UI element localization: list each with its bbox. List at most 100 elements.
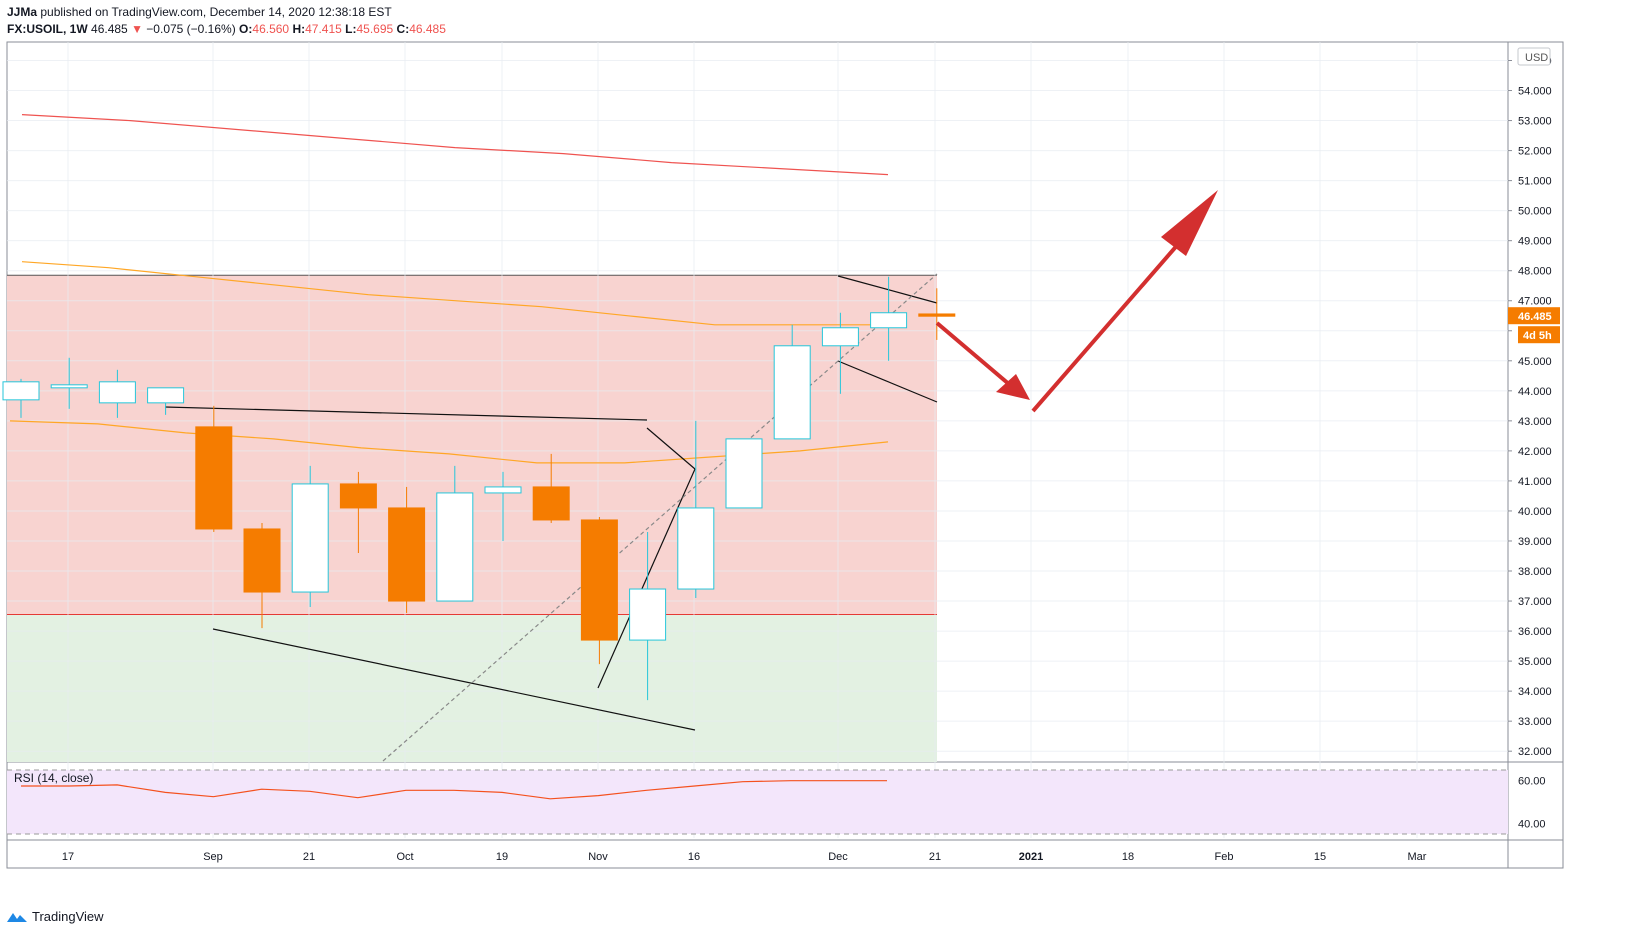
time-tick-label: 21 bbox=[303, 851, 315, 863]
candle[interactable] bbox=[339, 471, 377, 553]
price-tick-label: 40.000 bbox=[1518, 506, 1552, 518]
publisher-name[interactable]: JJMa bbox=[7, 5, 38, 19]
candle[interactable] bbox=[725, 438, 763, 509]
close-label: C: bbox=[396, 22, 410, 36]
candle[interactable] bbox=[821, 312, 859, 394]
trendline-top[interactable] bbox=[164, 406, 648, 421]
time-tick-label: 17 bbox=[62, 851, 74, 863]
last-price-badge: 46.485 4d 5h bbox=[1508, 307, 1560, 344]
high-label: H: bbox=[292, 22, 306, 36]
candle-body bbox=[50, 384, 88, 389]
price-tick-label: 35.000 bbox=[1518, 656, 1552, 668]
candle[interactable] bbox=[918, 288, 956, 340]
price-tick-label: 53.000 bbox=[1518, 116, 1552, 128]
candle-body bbox=[98, 381, 136, 404]
candle-body bbox=[243, 528, 281, 593]
price-tick-label: 44.000 bbox=[1518, 386, 1552, 398]
trendline-wedge-a[interactable] bbox=[646, 427, 696, 470]
price-tick-label: 43.000 bbox=[1518, 416, 1552, 428]
price-tick-label: 41.000 bbox=[1518, 476, 1552, 488]
time-tick-label: Mar bbox=[1408, 851, 1427, 863]
candle[interactable] bbox=[677, 420, 715, 599]
candle-body bbox=[484, 486, 522, 494]
candle[interactable] bbox=[773, 324, 811, 440]
time-tick-label: 18 bbox=[1122, 851, 1134, 863]
arrow-down-head bbox=[996, 374, 1030, 400]
rsi-label[interactable]: RSI (14, close) bbox=[14, 771, 93, 785]
published-text: published on TradingView.com, December 1… bbox=[40, 5, 392, 19]
last-price: 46.485 bbox=[91, 22, 128, 36]
candle[interactable] bbox=[870, 276, 908, 361]
currency-label: USD bbox=[1525, 52, 1548, 64]
low-label: L: bbox=[345, 22, 357, 36]
price-tick-label: 38.000 bbox=[1518, 566, 1552, 578]
candle[interactable] bbox=[484, 471, 522, 541]
price-tick-label: 32.000 bbox=[1518, 746, 1552, 758]
currency-badge[interactable]: USD bbox=[1517, 47, 1551, 66]
high-value: 47.415 bbox=[305, 22, 342, 36]
candle[interactable] bbox=[388, 486, 426, 614]
trendline-bottom[interactable] bbox=[212, 628, 696, 731]
time-tick-label: 15 bbox=[1314, 851, 1326, 863]
candle-body bbox=[339, 483, 377, 509]
candle-body bbox=[821, 327, 859, 347]
candle[interactable] bbox=[436, 465, 474, 602]
close-value: 46.485 bbox=[409, 22, 446, 36]
price-tick-label: 37.000 bbox=[1518, 596, 1552, 608]
countdown-box bbox=[1518, 326, 1560, 344]
symbol-line: FX:USOIL, 1W 46.485 ▼ −0.075 (−0.16%) O:… bbox=[7, 21, 446, 38]
price-tick-label: 51.000 bbox=[1518, 176, 1552, 188]
projection-arrows bbox=[935, 190, 1218, 413]
trendline-wedge-b[interactable] bbox=[597, 468, 696, 689]
time-tick-label: 21 bbox=[929, 851, 941, 863]
time-tick-label: Oct bbox=[396, 851, 413, 863]
candle[interactable] bbox=[195, 405, 233, 532]
candle-body bbox=[580, 519, 618, 641]
channel-lower[interactable] bbox=[837, 360, 938, 403]
grid bbox=[7, 42, 1508, 838]
ma-red-line[interactable] bbox=[21, 114, 889, 176]
rsi-tick-label: 40.00 bbox=[1518, 818, 1546, 830]
price-tick-label: 36.000 bbox=[1518, 626, 1552, 638]
arrow-up-head bbox=[1161, 190, 1218, 256]
candle[interactable] bbox=[291, 465, 329, 608]
symbol-label[interactable]: FX:USOIL, 1W bbox=[7, 22, 88, 36]
channel-upper[interactable] bbox=[837, 275, 938, 304]
price-tick-label: 42.000 bbox=[1518, 446, 1552, 458]
candle[interactable] bbox=[580, 516, 618, 665]
price-tick-label: 54.000 bbox=[1518, 86, 1552, 98]
rsi-band bbox=[7, 770, 1508, 834]
time-tick-label: 16 bbox=[688, 851, 700, 863]
candle[interactable] bbox=[629, 531, 667, 701]
candle-body bbox=[532, 486, 570, 521]
support-zone bbox=[7, 614, 937, 762]
low-value: 45.695 bbox=[356, 22, 394, 36]
arrow-down-shaft[interactable] bbox=[935, 321, 1012, 387]
price-tick-label: 50.000 bbox=[1518, 206, 1552, 218]
candle[interactable] bbox=[98, 369, 136, 418]
candle[interactable] bbox=[243, 522, 281, 629]
price-axis: 32.000 33.000 34.000 35.000 36.000 37.000 38.0… bbox=[1508, 56, 1552, 758]
candle-body bbox=[195, 426, 233, 530]
countdown-text: 4d 5h bbox=[1523, 330, 1552, 342]
open-value: 46.560 bbox=[252, 22, 290, 36]
rsi-line[interactable] bbox=[21, 780, 887, 800]
brand-label[interactable]: TradingView bbox=[32, 909, 104, 924]
footer: TradingView bbox=[6, 909, 104, 924]
ma-orange-upper-line[interactable] bbox=[21, 261, 888, 326]
tradingview-logo-icon bbox=[7, 912, 27, 922]
price-tick-label: 45.000 bbox=[1518, 356, 1552, 368]
publish-line: JJMa published on TradingView.com, Decem… bbox=[7, 4, 446, 21]
candle-body bbox=[388, 507, 426, 602]
open-label: O: bbox=[239, 22, 253, 36]
candle[interactable] bbox=[2, 378, 40, 418]
dashed-trendline[interactable] bbox=[382, 273, 938, 762]
arrow-up-shaft[interactable] bbox=[1031, 240, 1182, 413]
candle[interactable] bbox=[147, 387, 185, 415]
candle-body bbox=[870, 312, 908, 329]
rsi-tick-label: 60.00 bbox=[1518, 776, 1546, 788]
candle[interactable] bbox=[50, 357, 88, 409]
candle[interactable] bbox=[532, 453, 570, 523]
candle-body bbox=[629, 588, 667, 641]
